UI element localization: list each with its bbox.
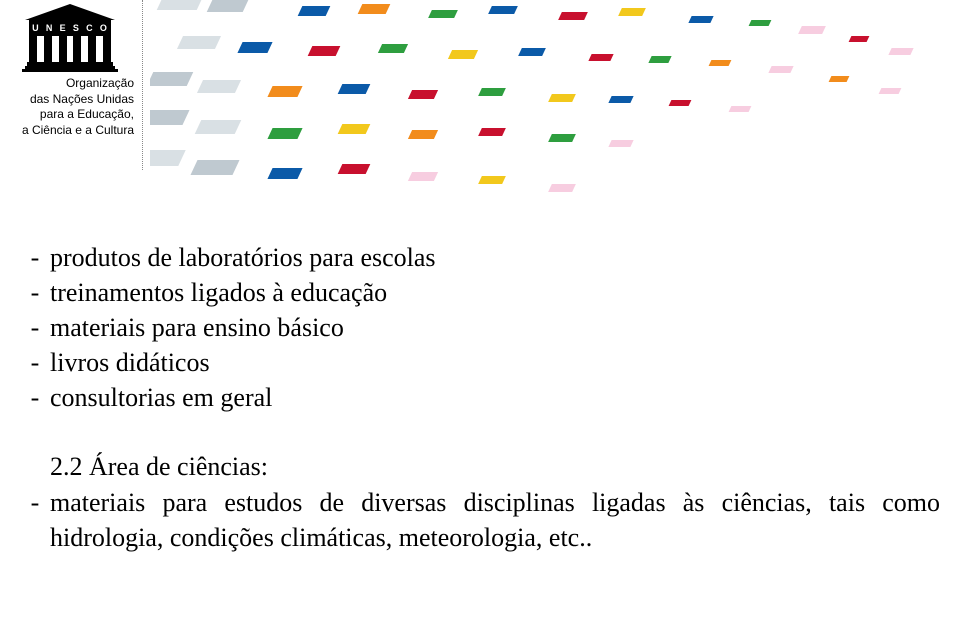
confetti-chip bbox=[195, 120, 242, 134]
confetti-chip bbox=[378, 44, 408, 53]
confetti-chip bbox=[267, 168, 302, 179]
confetti-chip bbox=[191, 160, 240, 175]
bullet-dash: - bbox=[20, 345, 50, 380]
vertical-dotted-divider bbox=[142, 0, 143, 170]
confetti-chip bbox=[879, 88, 902, 94]
unesco-letter: U bbox=[32, 23, 40, 33]
confetti-chip bbox=[267, 128, 302, 139]
unesco-letters: U N E S C O bbox=[29, 20, 111, 36]
confetti-chip bbox=[669, 100, 692, 106]
confetti-chip bbox=[358, 4, 391, 14]
bullet-dash: - bbox=[20, 380, 50, 415]
confetti-chip bbox=[608, 96, 633, 103]
org-line: das Nações Unidas bbox=[0, 92, 134, 108]
confetti-chip bbox=[488, 6, 518, 14]
list-item: - consultorias em geral bbox=[20, 380, 940, 415]
confetti-chip bbox=[308, 46, 341, 56]
list-item-text: materiais para ensino básico bbox=[50, 310, 940, 345]
confetti-chip bbox=[749, 20, 772, 26]
unesco-letter: C bbox=[86, 23, 94, 33]
bullet-dash: - bbox=[20, 275, 50, 310]
bullet-dash: - bbox=[20, 485, 50, 555]
unesco-letter: N bbox=[46, 23, 54, 33]
confetti-chip bbox=[478, 88, 506, 96]
confetti-chip bbox=[548, 94, 576, 102]
unesco-letter: E bbox=[60, 23, 67, 33]
confetti-chip bbox=[338, 84, 371, 94]
confetti-chip bbox=[588, 54, 613, 61]
unesco-letter: S bbox=[73, 23, 80, 33]
unesco-letter: O bbox=[100, 23, 108, 33]
confetti-chip bbox=[408, 90, 438, 99]
confetti-chip bbox=[729, 106, 752, 112]
confetti-chip bbox=[298, 6, 331, 16]
list-item: - livros didáticos bbox=[20, 345, 940, 380]
confetti-chip bbox=[150, 110, 189, 125]
confetti-chip bbox=[267, 86, 302, 97]
unesco-temple-icon: U N E S C O bbox=[25, 4, 115, 74]
confetti-chip bbox=[197, 80, 241, 93]
list-item: - treinamentos ligados à educação bbox=[20, 275, 940, 310]
org-line: a Ciência e a Cultura bbox=[0, 123, 134, 139]
org-line: para a Educação, bbox=[0, 107, 134, 123]
slide-body: - produtos de laboratórios para escolas … bbox=[20, 240, 940, 555]
confetti-chip bbox=[829, 76, 850, 82]
confetti-decoration bbox=[150, 0, 960, 200]
list-item-text: treinamentos ligados à educação bbox=[50, 275, 940, 310]
org-line: Organização bbox=[0, 76, 134, 92]
list-item: - produtos de laboratórios para escolas bbox=[20, 240, 940, 275]
confetti-chip bbox=[798, 26, 826, 34]
bullet-list-1: - produtos de laboratórios para escolas … bbox=[20, 240, 940, 415]
confetti-chip bbox=[408, 130, 438, 139]
confetti-chip bbox=[768, 66, 793, 73]
confetti-chip bbox=[558, 12, 588, 20]
confetti-chip bbox=[849, 36, 870, 42]
confetti-chip bbox=[150, 72, 193, 86]
confetti-chip bbox=[150, 150, 186, 166]
unesco-org-text: Organização das Nações Unidas para a Edu… bbox=[0, 76, 140, 138]
confetti-chip bbox=[177, 36, 221, 49]
confetti-chip bbox=[548, 134, 576, 142]
confetti-chip bbox=[648, 56, 671, 63]
confetti-chip bbox=[478, 176, 506, 184]
confetti-chip bbox=[709, 60, 732, 66]
confetti-chip bbox=[207, 0, 250, 12]
list-item-text: produtos de laboratórios para escolas bbox=[50, 240, 940, 275]
confetti-chip bbox=[408, 172, 438, 181]
confetti-chip bbox=[618, 8, 646, 16]
bullet-dash: - bbox=[20, 240, 50, 275]
list-item-text: materiais para estudos de diversas disci… bbox=[50, 485, 940, 555]
bullet-dash: - bbox=[20, 310, 50, 345]
confetti-chip bbox=[338, 124, 371, 134]
confetti-chip bbox=[548, 184, 576, 192]
list-item: - materiais para ensino básico bbox=[20, 310, 940, 345]
confetti-chip bbox=[518, 48, 546, 56]
confetti-chip bbox=[478, 128, 506, 136]
confetti-chip bbox=[688, 16, 713, 23]
confetti-chip bbox=[608, 140, 633, 147]
list-item: - materiais para estudos de diversas dis… bbox=[20, 485, 940, 555]
confetti-chip bbox=[428, 10, 458, 18]
bullet-list-2: - materiais para estudos de diversas dis… bbox=[20, 485, 940, 555]
confetti-chip bbox=[237, 42, 272, 53]
confetti-chip bbox=[888, 48, 913, 55]
list-item-text: consultorias em geral bbox=[50, 380, 940, 415]
confetti-chip bbox=[338, 164, 371, 174]
section-heading: 2.2 Área de ciências: bbox=[50, 449, 940, 484]
confetti-chip bbox=[448, 50, 478, 59]
list-item-text: livros didáticos bbox=[50, 345, 940, 380]
unesco-logo-block: U N E S C O Organização das Nações Unida… bbox=[0, 0, 140, 138]
confetti-chip bbox=[157, 0, 204, 10]
